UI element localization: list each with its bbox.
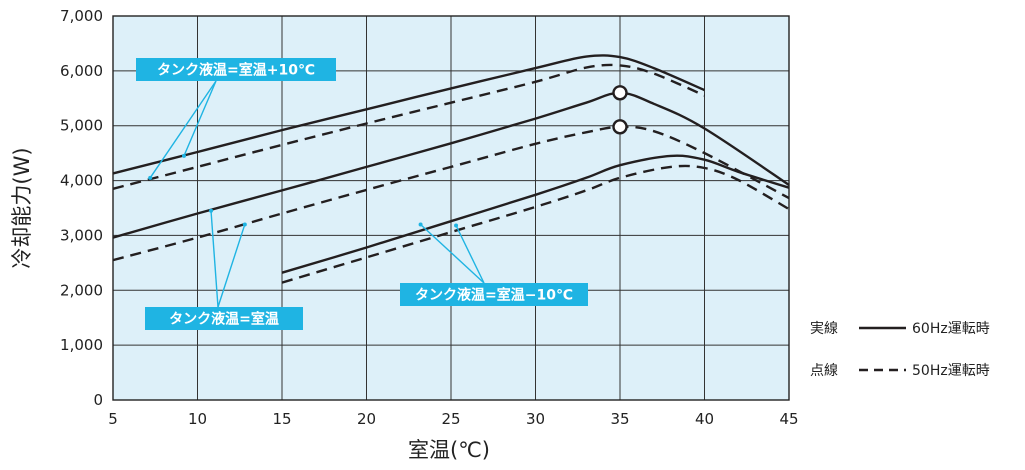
y-tick-label: 4,000 bbox=[60, 172, 103, 190]
open-circle-marker bbox=[612, 85, 628, 101]
series-line-dashed bbox=[112, 125, 790, 262]
callout-leader-dot bbox=[454, 223, 459, 228]
x-tick-label: 35 bbox=[610, 410, 629, 428]
series-line-solid bbox=[281, 154, 790, 274]
callout-leader bbox=[217, 224, 246, 308]
x-axis-title: 室温(℃) bbox=[408, 438, 490, 462]
callout-label: タンク液温=室温+10℃ bbox=[157, 62, 315, 79]
marker-layer bbox=[612, 85, 628, 135]
y-tick-label: 6,000 bbox=[60, 62, 103, 80]
legend-label: 点線 bbox=[810, 363, 838, 379]
series-line-solid bbox=[112, 54, 705, 175]
callout-label: タンク液温=室温−10℃ bbox=[415, 287, 573, 304]
y-axis-title: 冷却能力(W) bbox=[10, 147, 34, 268]
callout-leader bbox=[455, 225, 485, 284]
tick-labels: 5 10 15 20 25 30 35 40 45 0 1,000 2,000 3,000 4,000 5,… bbox=[60, 7, 799, 428]
callout-leader-dot bbox=[418, 222, 423, 227]
series-line-dashed bbox=[112, 63, 705, 190]
open-circle-marker bbox=[612, 119, 628, 135]
x-tick-label: 30 bbox=[526, 410, 545, 428]
callout-box bbox=[400, 283, 588, 306]
callout-leader-dot bbox=[242, 222, 247, 227]
y-tick-label: 3,000 bbox=[60, 226, 103, 244]
callout-box bbox=[145, 307, 303, 330]
callout-leader-dot bbox=[209, 208, 214, 213]
legend-label: 実線 bbox=[810, 321, 838, 337]
y-tick-label: 0 bbox=[93, 391, 103, 409]
x-tick-label: 20 bbox=[357, 410, 376, 428]
x-tick-label: 10 bbox=[188, 410, 207, 428]
y-tick-label: 2,000 bbox=[60, 281, 103, 299]
y-tick-label: 1,000 bbox=[60, 336, 103, 354]
y-tick-label: 5,000 bbox=[60, 117, 103, 135]
callout-leader-dot bbox=[148, 175, 153, 180]
callout-leader bbox=[420, 223, 485, 284]
series-line-dashed bbox=[281, 164, 790, 284]
plot-frame bbox=[112, 15, 790, 401]
x-tick-label: 15 bbox=[272, 410, 291, 428]
x-tick-label: 40 bbox=[695, 410, 714, 428]
legend-desc: 50Hz運転時 bbox=[912, 363, 990, 379]
callout-leader bbox=[183, 80, 217, 157]
callout-layer: タンク液温=室温+10℃ タンク液温=室温 タンク液温=室温−10℃ bbox=[136, 58, 588, 330]
callout-leader bbox=[149, 80, 217, 179]
callout-leader-dot bbox=[181, 153, 186, 158]
legend-desc: 60Hz運転時 bbox=[912, 321, 990, 337]
y-tick-label: 7,000 bbox=[60, 7, 103, 25]
callout-label: タンク液温=室温 bbox=[169, 311, 279, 328]
callout-box bbox=[136, 58, 336, 81]
x-tick-label: 25 bbox=[441, 410, 460, 428]
callout-leader bbox=[210, 210, 219, 308]
x-tick-label: 5 bbox=[108, 410, 118, 428]
series-layer bbox=[112, 54, 790, 284]
series-line-solid bbox=[112, 91, 790, 239]
x-tick-label: 45 bbox=[779, 410, 798, 428]
